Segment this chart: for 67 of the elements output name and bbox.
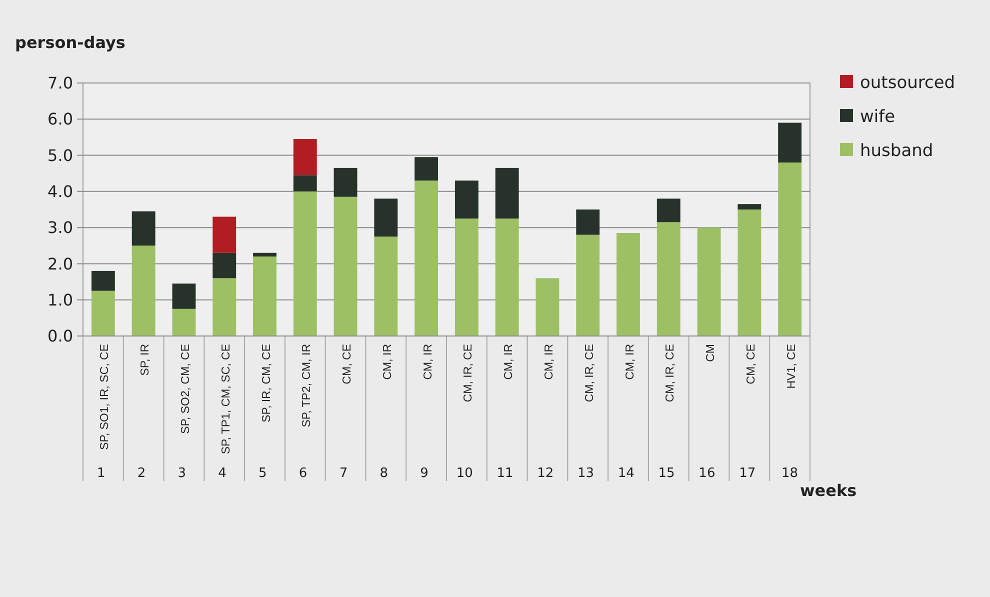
bar (495, 168, 519, 219)
bar (172, 308, 196, 336)
bar (253, 252, 276, 256)
legend-label: outsourced (860, 72, 956, 93)
bar (697, 228, 721, 336)
bar (212, 216, 236, 253)
x-tick-label: CM, IR (624, 344, 636, 380)
bar (778, 162, 802, 336)
y-tick-label: 5.0 (48, 146, 73, 165)
text: weeks (800, 481, 857, 500)
bar (212, 278, 236, 336)
x-tick-label: CM (705, 344, 718, 362)
x-tick-label: CM, CE (745, 344, 758, 384)
bar (132, 211, 156, 246)
y-tick-label: 6.0 (48, 110, 73, 129)
x-tick-label: SP, SO2, CM, CE (180, 344, 192, 434)
bar (495, 218, 519, 336)
y-tick-label: 4.0 (48, 182, 73, 202)
bar (293, 175, 317, 192)
x-tick-label: CM, IR, CE (584, 344, 596, 402)
legend-label: husband (860, 140, 934, 161)
bar (293, 139, 317, 176)
x-tick-label: CM, IR (422, 344, 434, 380)
bar (91, 270, 115, 291)
y-tick-label: 3.0 (48, 218, 73, 238)
legend-label: wife (860, 106, 896, 127)
y-tick-label: 7.0 (48, 74, 73, 93)
y-tick-label: 1.0 (48, 290, 73, 310)
bar (293, 191, 317, 336)
y-axis-title: person-days (15, 33, 126, 52)
bar (91, 290, 115, 336)
bar (334, 196, 358, 336)
bar (616, 232, 640, 336)
bar (738, 210, 762, 336)
bar (374, 236, 398, 336)
x-tick-label: SP, TP2, CM, IR (301, 344, 314, 428)
y-tick-label: 2.0 (48, 254, 73, 274)
x-tick-label: SP, SO1, IR, SC, CE (99, 344, 112, 450)
bar (656, 222, 680, 336)
x-tick-label: CM, IR (503, 344, 516, 380)
x-tick-label: CM, IR (543, 344, 556, 380)
bar (172, 284, 196, 309)
x-tick-label: CM, IR, CE (462, 344, 475, 402)
text: 1 2 3 4 5 6 7 8 9 10 11 12 13 14 15 16 17 18 (96, 466, 798, 481)
bar (656, 198, 680, 222)
bar (414, 180, 438, 336)
bar (536, 278, 560, 336)
x-tick-label: SP, IR (140, 344, 152, 376)
x-tick-label: HV1, CE (786, 344, 798, 389)
bar (454, 180, 478, 219)
x-tick-label: SP, TP1, CM, SC, CE (220, 344, 232, 454)
bar (414, 157, 438, 181)
bar (576, 234, 600, 336)
bar (374, 198, 398, 237)
x-tick-label: SP, IR, CM, CE (260, 344, 273, 422)
bar (778, 122, 802, 163)
bar (576, 210, 600, 235)
bar (253, 256, 276, 336)
bar (132, 246, 156, 336)
x-tick-label: CM, CE (342, 344, 354, 384)
bar (738, 204, 762, 210)
bar (334, 168, 358, 197)
bar (454, 218, 478, 336)
x-tick-label: CM, IR, CE (664, 344, 677, 402)
x-tick-label: CM, IR (382, 344, 394, 380)
y-tick-label: 0.0 (48, 326, 73, 346)
bar (212, 252, 236, 278)
